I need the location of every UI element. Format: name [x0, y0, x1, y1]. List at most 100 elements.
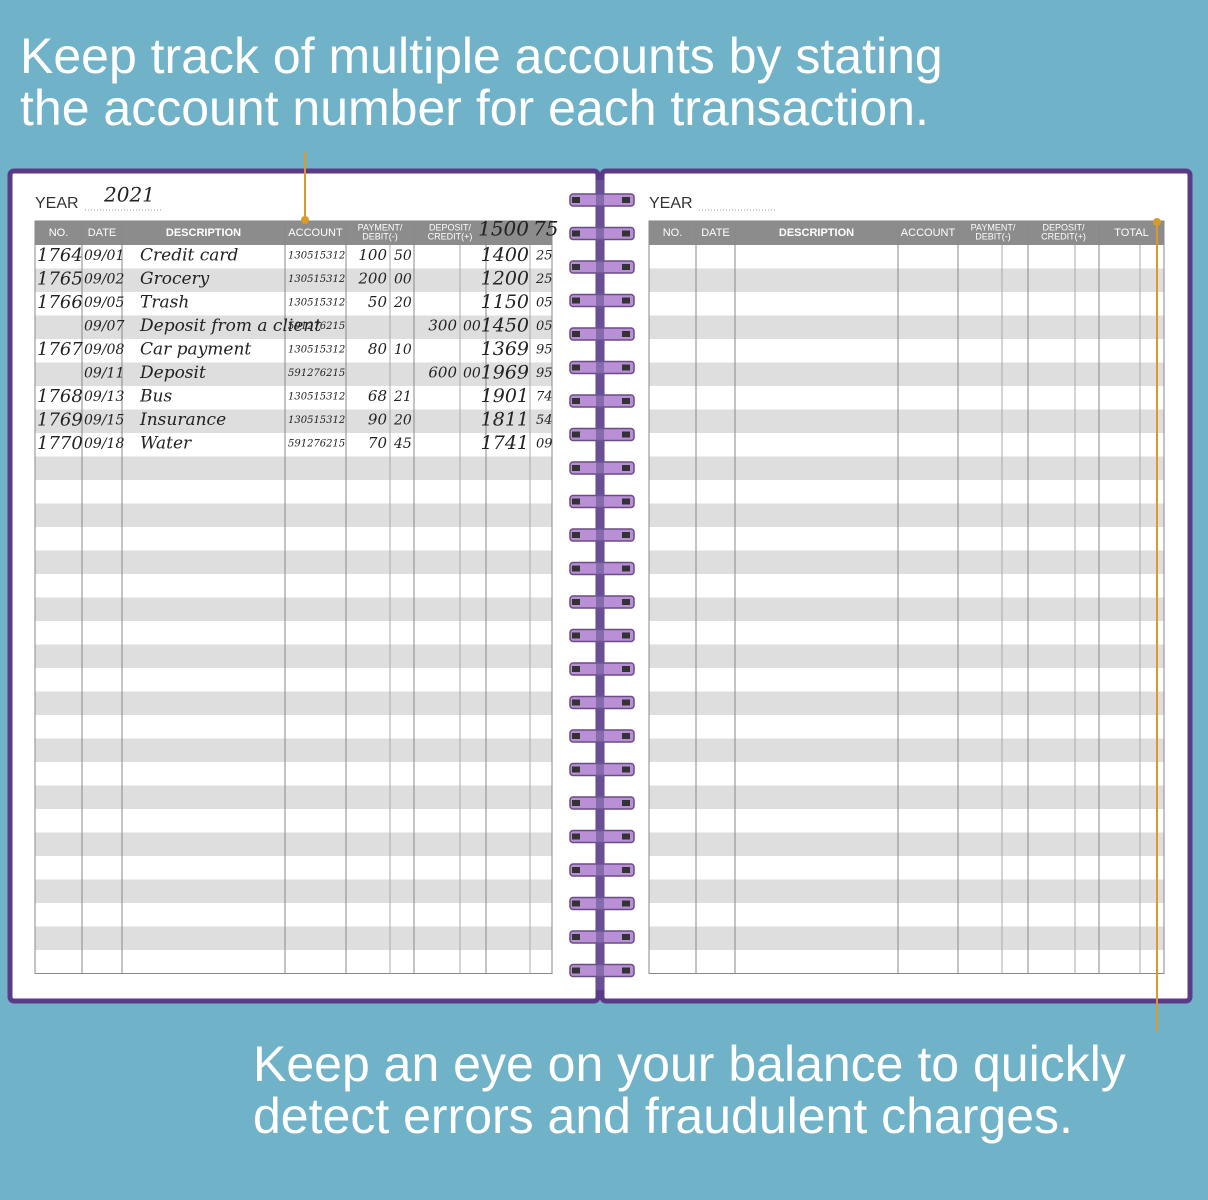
row-stripe [35, 268, 552, 292]
entry-description: Grocery [140, 269, 210, 289]
column-header: DEPOSIT/ [1042, 222, 1085, 232]
entry-total: 1969 [481, 362, 529, 384]
row-stripe [35, 879, 552, 903]
column-header: ACCOUNT [901, 227, 956, 239]
entry-debit-cents: 10 [394, 342, 412, 358]
ring-hole [622, 197, 630, 203]
ring-hole [572, 934, 580, 940]
entry-total: 1450 [481, 315, 529, 337]
column-header: DESCRIPTION [166, 227, 241, 239]
caption: Keep track of multiple accounts by stati… [20, 28, 943, 84]
row-stripe [35, 738, 552, 762]
entry-total-cents: 54 [536, 413, 553, 428]
entry-debit: 200 [357, 270, 387, 288]
entry-no: 1769 [37, 410, 83, 431]
entry-debit-cents: 20 [393, 413, 412, 429]
ring-hole [622, 532, 630, 538]
entry-account: 130515312 [288, 345, 345, 356]
entry-account: 591276215 [288, 439, 345, 450]
entry-total-cents: 05 [536, 319, 553, 334]
row-stripe [649, 315, 1164, 339]
row-stripe [649, 644, 1164, 668]
annotation-dot [1153, 218, 1161, 226]
right-page [599, 168, 1193, 1004]
opening-balance-cents: 75 [533, 217, 558, 241]
ring-hole [622, 900, 630, 907]
column-header: CREDIT(+) [1041, 231, 1086, 241]
ring-hole [622, 599, 630, 605]
ring-hole [572, 733, 580, 739]
column-header: DEPOSIT/ [429, 222, 472, 232]
entry-account: 591276215 [288, 368, 345, 379]
entry-account: 130515312 [288, 251, 345, 262]
ledger-grid [34, 209, 1165, 974]
ring-hole [572, 867, 580, 873]
column-header: DEBIT(-) [362, 231, 398, 241]
ring-hole [622, 465, 630, 471]
row-stripe [649, 456, 1164, 480]
entry-total-cents: 95 [536, 366, 553, 381]
entry-no: 1764 [37, 245, 83, 266]
row-stripe [35, 456, 552, 480]
ring-hole [622, 431, 630, 438]
entry-account: 130515312 [288, 298, 345, 309]
caption: detect errors and fraudulent charges. [253, 1088, 1073, 1144]
ring-hole [622, 297, 630, 304]
spine [596, 180, 604, 990]
column-header: PAYMENT/ [971, 222, 1016, 232]
caption: Keep an eye on your balance to quickly [253, 1036, 1126, 1092]
column-header: NO. [49, 227, 69, 239]
entry-no: 1765 [37, 269, 83, 290]
ring-hole [572, 766, 580, 773]
entry-total-cents: 09 [536, 437, 553, 452]
entry-total-cents: 25 [535, 249, 553, 264]
entry-total-cents: 05 [536, 296, 553, 311]
entry-debit-cents: 45 [393, 436, 412, 452]
entry-total-cents: 74 [536, 390, 553, 405]
entry-debit: 68 [368, 387, 387, 405]
entry-debit-cents: 20 [393, 295, 412, 311]
row-stripe [35, 926, 552, 950]
entry-debit-cents: 21 [393, 389, 412, 405]
ring-hole [572, 967, 580, 974]
ring-hole [622, 733, 630, 739]
row-stripe [649, 550, 1164, 574]
entry-date: 09/18 [84, 436, 124, 452]
entry-debit: 90 [368, 411, 388, 429]
entry-total: 1400 [481, 244, 529, 266]
entry-account: 130515312 [288, 415, 345, 426]
entry-total: 1150 [481, 291, 529, 313]
entry-description: Deposit from a client [139, 316, 321, 336]
column-header: PAYMENT/ [358, 222, 403, 232]
entry-account: 130515312 [288, 392, 345, 403]
entry-total-cents: 95 [536, 343, 553, 358]
entry-credit: 300 [428, 317, 457, 335]
column-header: DESCRIPTION [779, 227, 854, 239]
row-stripe [35, 315, 552, 339]
ring-hole [622, 867, 630, 873]
year-label: YEAR [35, 195, 79, 212]
entry-date: 09/02 [84, 272, 124, 288]
ring-hole [572, 465, 580, 471]
ring-hole [622, 934, 630, 940]
entry-debit: 100 [358, 246, 387, 264]
entry-description: Trash [140, 293, 189, 313]
entry-description: Insurance [139, 410, 226, 430]
opening-balance: 1500 [478, 217, 529, 241]
ring-hole [622, 833, 630, 840]
year-label: YEAR [649, 195, 693, 212]
row-stripe [649, 409, 1164, 433]
ring-hole [572, 833, 580, 840]
entry-description: Car payment [140, 340, 251, 360]
entry-no: 1768 [37, 386, 83, 407]
row-stripe [649, 597, 1164, 621]
column-header: NO. [663, 227, 683, 239]
ring-hole [572, 230, 580, 237]
entry-date: 09/05 [84, 295, 124, 311]
row-stripe [35, 409, 552, 433]
entry-total: 1811 [481, 409, 529, 431]
entry-description: Water [140, 434, 192, 454]
ring-hole [572, 297, 580, 304]
column-header: DATE [88, 227, 117, 239]
entry-no: 1767 [37, 339, 83, 360]
